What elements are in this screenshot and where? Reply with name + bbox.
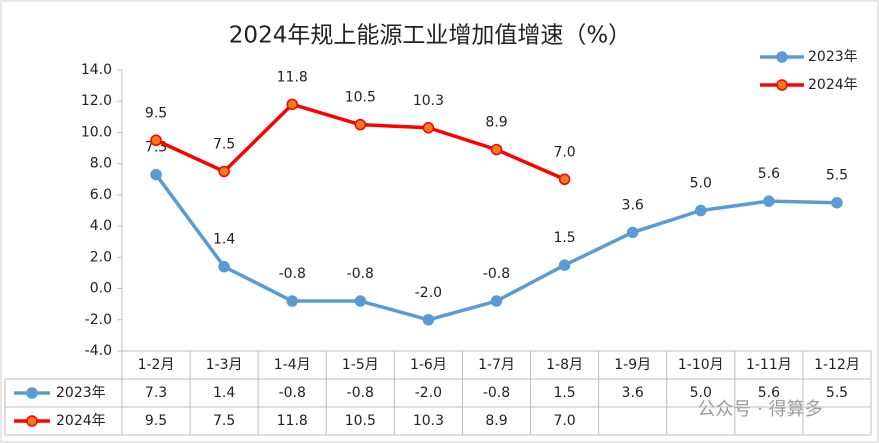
point-marker — [354, 118, 367, 131]
watermark: 公众号 · 得算多 — [697, 399, 822, 420]
y-tick-label: 10.0 — [81, 124, 112, 140]
legend-marker — [776, 51, 788, 63]
point-marker — [558, 173, 571, 186]
x-tick-label: 1-12月 — [814, 357, 860, 373]
data-label: 5.5 — [826, 168, 848, 184]
data-label: 5.0 — [690, 176, 712, 192]
table-cell: 10.3 — [413, 413, 444, 429]
point-marker — [490, 143, 503, 156]
x-tick-label: 1-10月 — [678, 357, 724, 373]
data-label: 1.4 — [213, 232, 235, 248]
table-cell: 8.9 — [485, 413, 507, 429]
x-tick-label: 1-5月 — [342, 357, 379, 373]
data-label: 3.6 — [622, 197, 644, 213]
point-marker — [286, 295, 298, 307]
y-tick-label: 0.0 — [90, 281, 112, 297]
table-cell: 7.0 — [553, 413, 575, 429]
y-tick-label: 6.0 — [90, 187, 112, 203]
data-label: 10.3 — [413, 93, 444, 109]
x-tick-label: 1-11月 — [746, 357, 792, 373]
table-cell: 10.5 — [345, 413, 376, 429]
point-marker — [831, 196, 843, 209]
point-marker — [626, 226, 639, 239]
y-tick-label: -2.0 — [85, 312, 112, 328]
data-label: -0.8 — [483, 266, 510, 282]
table-cell: -0.8 — [483, 385, 510, 401]
table-cell: -0.8 — [279, 385, 306, 401]
table-cell: 3.6 — [622, 385, 644, 401]
data-label: 1.5 — [553, 230, 575, 246]
x-tick-label: 1-2月 — [138, 357, 175, 373]
point-marker — [763, 195, 775, 207]
table-cell: 7.3 — [145, 385, 167, 401]
table-cell: 9.5 — [145, 413, 167, 429]
x-tick-label: 1-8月 — [546, 357, 583, 373]
data-label: -2.0 — [415, 285, 442, 301]
point-marker — [218, 260, 230, 273]
table-cell: 7.5 — [213, 413, 235, 429]
point-marker — [422, 314, 435, 326]
table-cell: 5.6 — [758, 385, 780, 401]
y-tick-label: 12.0 — [81, 93, 112, 109]
table-cell: 1.5 — [553, 385, 575, 401]
point-marker — [218, 165, 230, 178]
table-row-label: 2023年 — [56, 385, 106, 401]
data-label: 7.5 — [213, 136, 235, 152]
x-tick-label: 1-9月 — [614, 357, 651, 373]
data-label: -0.8 — [279, 266, 306, 282]
y-tick-label: 8.0 — [90, 156, 112, 172]
point-marker — [150, 168, 162, 181]
point-marker — [354, 295, 367, 307]
data-label: 11.8 — [277, 69, 308, 85]
x-tick-label: 1-6月 — [410, 357, 447, 373]
point-marker — [695, 204, 707, 217]
legend-label: 2024年 — [808, 77, 858, 93]
point-marker — [422, 122, 435, 134]
data-label: 7.0 — [553, 144, 575, 160]
point-marker — [490, 295, 503, 307]
chart-title: 2024年规上能源工业增加值增速（%） — [229, 23, 631, 49]
table-cell: -2.0 — [415, 385, 442, 401]
y-tick-label: -4.0 — [85, 343, 112, 359]
table-cell: 5.5 — [826, 385, 848, 401]
point-marker — [558, 259, 571, 271]
legend-label: 2023年 — [808, 49, 858, 65]
table-cell: -0.8 — [347, 385, 374, 401]
y-tick-label: 14.0 — [81, 62, 112, 78]
table-legend-marker — [26, 387, 38, 399]
y-tick-label: 2.0 — [90, 249, 112, 265]
table-cell: 1.4 — [213, 385, 235, 401]
x-tick-label: 1-3月 — [206, 357, 243, 373]
table-legend-marker — [26, 415, 38, 427]
point-marker — [286, 98, 298, 111]
data-label: 10.5 — [345, 90, 376, 106]
table-cell: 5.0 — [690, 385, 712, 401]
data-label: -0.8 — [347, 266, 374, 282]
data-label: 5.6 — [758, 166, 780, 182]
point-marker — [150, 134, 162, 146]
y-tick-label: 4.0 — [90, 218, 112, 234]
x-tick-label: 1-7月 — [478, 357, 515, 373]
data-label: 8.9 — [485, 115, 507, 131]
x-tick-label: 1-4月 — [274, 357, 311, 373]
legend-marker — [776, 79, 788, 91]
data-label: 9.5 — [145, 105, 167, 121]
table-row-label: 2024年 — [56, 413, 106, 429]
table-cell: 11.8 — [277, 413, 308, 429]
